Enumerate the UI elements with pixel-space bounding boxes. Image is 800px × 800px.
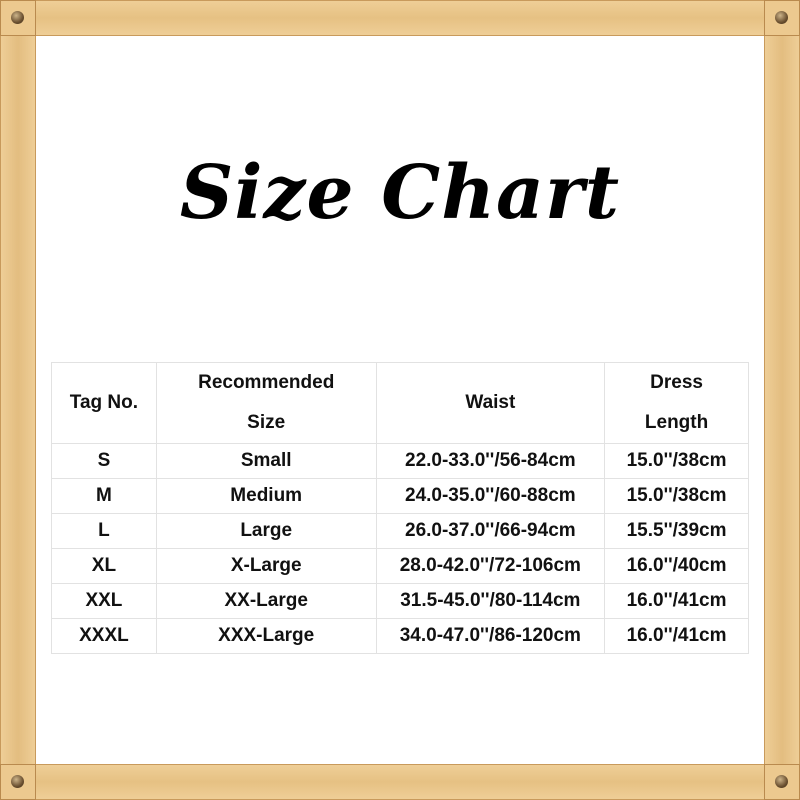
table-cell: 15.5''/39cm: [604, 513, 749, 549]
column-header: Recommended Size: [155, 362, 377, 444]
table-cell: L: [51, 513, 157, 549]
table-row: XXXL XXX-Large 34.0-47.0''/86-120cm 16.0''/…: [51, 618, 749, 654]
frame-top: [0, 0, 800, 36]
nail-icon: [11, 11, 24, 24]
table-cell: XL: [51, 548, 157, 584]
frame-corner: [0, 764, 36, 800]
table-row: S Small 22.0-33.0''/56-84cm 15.0''/38cm: [51, 443, 749, 479]
nail-icon: [775, 775, 788, 788]
header-row: Tag No. Recommended Size Waist Dress Length: [51, 362, 749, 444]
table-cell: X-Large: [155, 548, 377, 584]
table-cell: Small: [155, 443, 377, 479]
header-line: Tag No.: [69, 392, 139, 413]
table-cell: 16.0''/40cm: [604, 548, 749, 584]
table-row: L Large 26.0-37.0''/66-94cm 15.5''/39cm: [51, 513, 749, 549]
column-header: Tag No.: [51, 362, 157, 444]
table-cell: S: [51, 443, 157, 479]
table-cell: 16.0''/41cm: [604, 618, 749, 654]
table-cell: M: [51, 478, 157, 514]
table-cell: 16.0''/41cm: [604, 583, 749, 619]
page-title: Size Chart: [179, 150, 621, 236]
table-row: M Medium 24.0-35.0''/60-88cm 15.0''/38cm: [51, 478, 749, 514]
table-cell: Medium: [155, 478, 377, 514]
table-cell: 34.0-47.0''/86-120cm: [375, 618, 606, 654]
table-cell: 26.0-37.0''/66-94cm: [375, 513, 606, 549]
table-row: XL X-Large 28.0-42.0''/72-106cm 16.0''/40cm: [51, 548, 749, 584]
header-line: Size: [247, 412, 286, 433]
header-line: Recommended: [198, 372, 335, 393]
table-cell: XXX-Large: [155, 618, 377, 654]
frame-bottom: [0, 764, 800, 800]
header-line: Dress: [650, 372, 703, 393]
column-header: Waist: [375, 362, 606, 444]
table-cell: Large: [155, 513, 377, 549]
table-cell: XXL: [51, 583, 157, 619]
table-cell: 31.5-45.0''/80-114cm: [375, 583, 606, 619]
table-cell: XX-Large: [155, 583, 377, 619]
table-cell: 15.0''/38cm: [604, 478, 749, 514]
table-cell: 24.0-35.0''/60-88cm: [375, 478, 606, 514]
header-line: Waist: [465, 392, 516, 413]
header-line: Length: [644, 412, 709, 433]
table-row: XXL XX-Large 31.5-45.0''/80-114cm 16.0''/41…: [51, 583, 749, 619]
frame-corner: [0, 0, 36, 36]
frame-right: [764, 0, 800, 800]
table-cell: XXXL: [51, 618, 157, 654]
column-header: Dress Length: [604, 362, 749, 444]
size-table: Tag No. Recommended Size Waist Dress Length S…: [51, 362, 749, 654]
frame-corner: [764, 0, 800, 36]
table-cell: 28.0-42.0''/72-106cm: [375, 548, 606, 584]
table-cell: 22.0-33.0''/56-84cm: [375, 443, 606, 479]
frame-left: [0, 0, 36, 800]
nail-icon: [775, 11, 788, 24]
table-cell: 15.0''/38cm: [604, 443, 749, 479]
frame-corner: [764, 764, 800, 800]
nail-icon: [11, 775, 24, 788]
